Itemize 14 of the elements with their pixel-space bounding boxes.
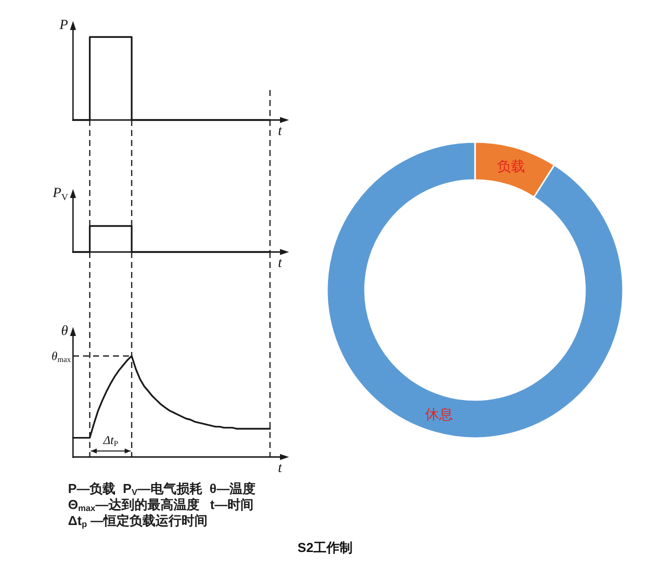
text: S2工作制 xyxy=(298,540,352,555)
x-axis-title: t xyxy=(278,124,284,139)
text: Δt$_{p}$ —恒定负载运行时间 xyxy=(68,513,208,530)
x-axis-title: t xyxy=(278,256,284,271)
text: P—负载 P$_{V}$—电气损耗 θ—温度 xyxy=(68,481,256,498)
text: Θ$_{max}$—达到的最高温度 t—时间 xyxy=(68,497,254,514)
y-axis-title: θ xyxy=(61,324,68,339)
x-axis-title: t xyxy=(278,461,284,476)
y-axis-title: P$_{V}$ xyxy=(52,186,68,202)
annotation: Δt$_{P}$ xyxy=(102,433,119,448)
ref-line-label: θ$_{max}$ xyxy=(52,349,72,364)
slice-label: 休息 xyxy=(425,406,454,422)
slice-label: 负载 xyxy=(496,158,525,174)
y-axis-title: P xyxy=(58,18,68,33)
